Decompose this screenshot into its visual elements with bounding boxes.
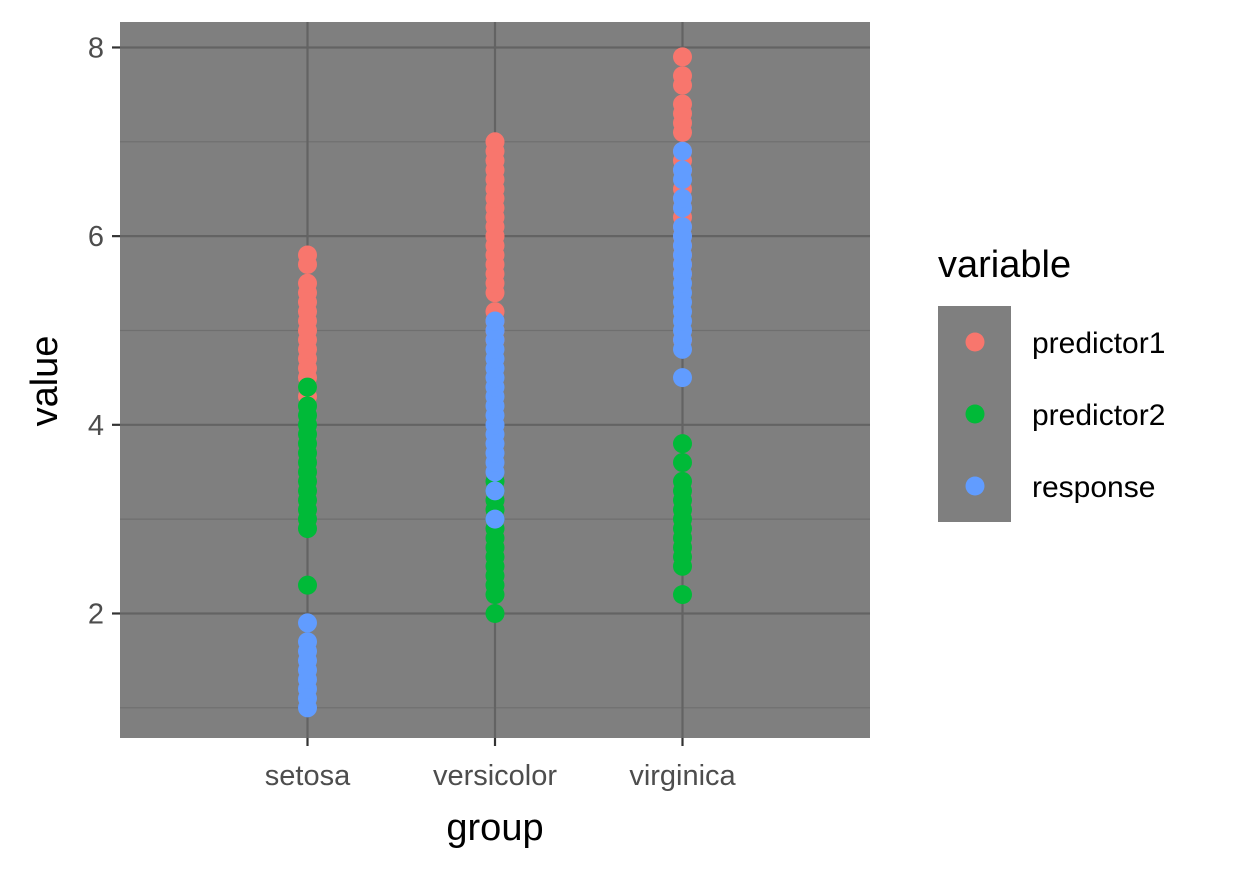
data-point-response xyxy=(298,632,317,652)
data-point-predictor2 xyxy=(298,377,317,397)
axes: 2 4 6 8 setosa versicolor virginica xyxy=(88,32,737,792)
x-axis-title: group xyxy=(446,807,543,849)
legend-title: variable xyxy=(938,244,1071,286)
data-point-predictor1 xyxy=(673,66,692,86)
data-point-response xyxy=(673,217,692,237)
data-point-predictor2 xyxy=(298,396,317,416)
data-point-predictor2 xyxy=(673,471,692,491)
data-point-response xyxy=(485,311,505,331)
legend: variable predictor1 predictor2 response xyxy=(938,244,1165,522)
x-tick-label: setosa xyxy=(265,760,351,792)
y-tick-label: 8 xyxy=(88,32,104,64)
data-point-predictor2 xyxy=(673,453,692,473)
legend-key-predictor2 xyxy=(965,404,985,424)
x-tick-label: virginica xyxy=(629,760,736,792)
legend-key-response xyxy=(965,476,985,496)
data-point-response xyxy=(485,481,505,501)
data-point-predictor1 xyxy=(298,245,317,265)
data-point-predictor1 xyxy=(298,273,317,293)
data-point-predictor1 xyxy=(673,47,692,67)
legend-label-response: response xyxy=(1032,471,1155,504)
legend-label-predictor1: predictor1 xyxy=(1032,327,1165,360)
data-point-response xyxy=(673,160,692,180)
legend-key-predictor1 xyxy=(965,332,985,352)
legend-label-predictor2: predictor2 xyxy=(1032,399,1165,432)
x-tick-label: versicolor xyxy=(433,760,557,792)
y-tick-label: 4 xyxy=(88,410,104,442)
data-points xyxy=(298,47,692,718)
y-axis-title: value xyxy=(24,336,66,427)
data-point-response xyxy=(298,613,317,633)
data-point-predictor2 xyxy=(298,575,317,595)
data-point-predictor1 xyxy=(485,132,505,152)
y-tick-label: 2 xyxy=(88,598,104,630)
data-point-response xyxy=(673,141,692,161)
data-point-response xyxy=(673,188,692,208)
data-point-predictor2 xyxy=(673,585,692,605)
data-point-response xyxy=(673,368,692,388)
data-point-predictor2 xyxy=(485,603,505,623)
data-point-predictor1 xyxy=(673,94,692,114)
y-tick-label: 6 xyxy=(88,221,104,253)
data-point-response xyxy=(485,509,505,529)
data-point-predictor2 xyxy=(673,434,692,454)
